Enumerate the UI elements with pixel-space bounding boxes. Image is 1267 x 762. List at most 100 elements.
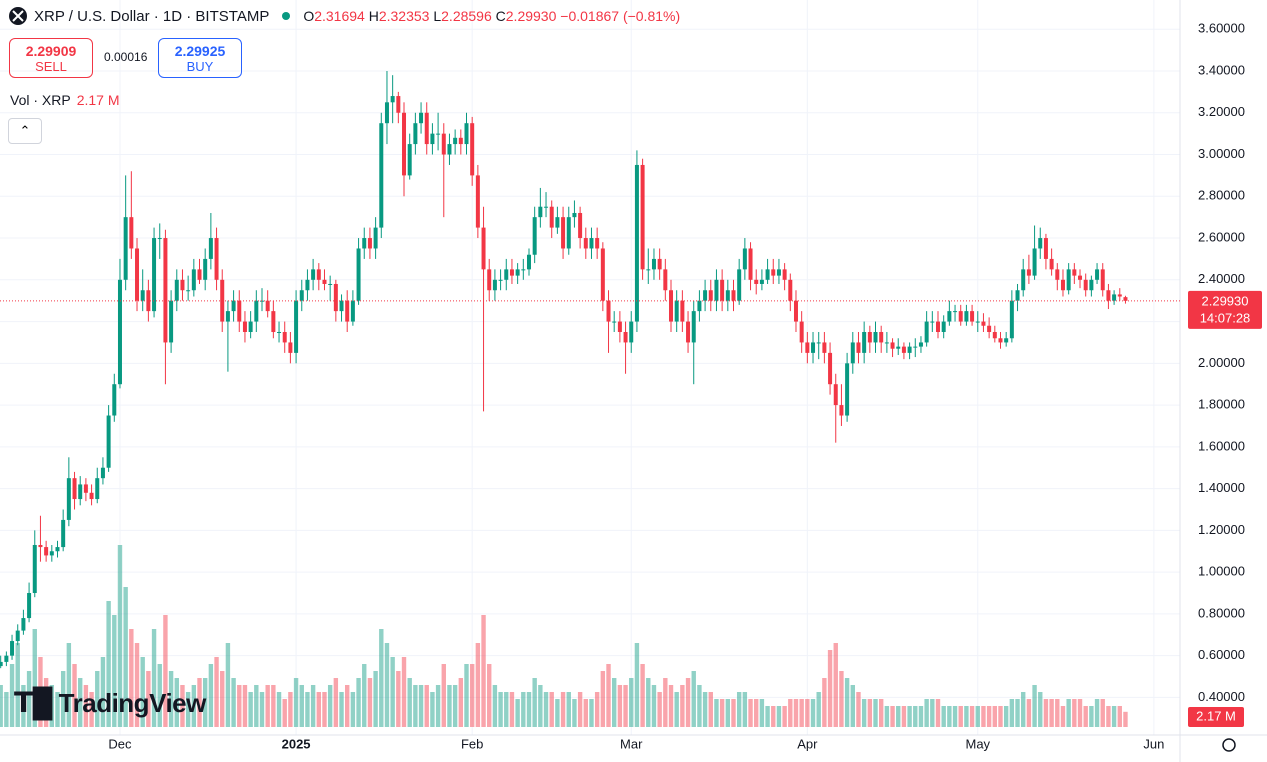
- buy-button[interactable]: 2.29925 BUY: [158, 38, 242, 78]
- volume-bar: [1038, 692, 1043, 727]
- volume-bar: [856, 692, 861, 727]
- volume-bar: [112, 615, 117, 727]
- volume-bar: [424, 685, 429, 727]
- volume-bar: [1111, 706, 1117, 727]
- candle-body: [549, 206, 554, 228]
- volume-bar: [310, 685, 316, 727]
- x-tick-label: Apr: [797, 736, 818, 751]
- volume-bar: [992, 706, 998, 727]
- ohlc-value: 2.32353: [378, 8, 430, 24]
- candle-body: [589, 238, 594, 249]
- candle-body: [839, 405, 844, 416]
- candle-body: [436, 133, 441, 135]
- candle-body: [95, 478, 100, 500]
- candle-body: [1089, 279, 1094, 291]
- x-tick-label: 2025: [282, 736, 311, 751]
- status-dot: [282, 12, 291, 20]
- candle-body: [890, 342, 895, 349]
- candle-body: [379, 123, 384, 228]
- volume-bar: [617, 685, 623, 727]
- volume-bar: [1055, 699, 1060, 727]
- y-tick-label: 3.60000: [1198, 21, 1245, 36]
- volume-bar: [1066, 699, 1071, 727]
- volume-bar: [390, 657, 395, 727]
- candle-body: [663, 269, 668, 291]
- volume-bar: [430, 692, 435, 727]
- candle-body: [1004, 338, 1009, 343]
- candle-body: [788, 279, 793, 301]
- volume-bar: [702, 692, 708, 727]
- volume-bar: [435, 685, 441, 727]
- candle-body: [328, 283, 333, 285]
- volume-bar: [657, 692, 662, 727]
- candle-body: [44, 547, 49, 556]
- volume-bar: [788, 699, 793, 727]
- volume-bar: [629, 678, 634, 727]
- volume-bar: [32, 629, 37, 727]
- candle-body: [305, 279, 310, 291]
- ohlc-value: 2.31694: [314, 8, 365, 24]
- collapse-button[interactable]: ⌃: [8, 118, 42, 144]
- volume-bar: [498, 692, 503, 727]
- candle-body: [754, 279, 759, 284]
- candle-body: [964, 311, 969, 322]
- candle-body: [117, 279, 122, 385]
- candle-body: [606, 300, 611, 322]
- candle-body: [634, 164, 639, 322]
- candle-body: [140, 290, 145, 301]
- candle-body: [311, 269, 316, 280]
- volume-bar: [487, 664, 492, 727]
- volume-bar: [850, 685, 855, 727]
- volume-bar: [1003, 706, 1009, 727]
- candle-body: [822, 342, 827, 353]
- volume-bar: [481, 615, 486, 727]
- volume-bar: [680, 685, 685, 727]
- spread: 0.00016: [104, 50, 148, 64]
- volume-bar: [350, 692, 356, 727]
- candle-body: [61, 519, 66, 548]
- candle-body: [123, 217, 128, 280]
- candle-body: [867, 332, 872, 343]
- candle-body: [38, 544, 43, 548]
- volume-bar: [822, 678, 827, 727]
- volume-bar: [242, 685, 248, 727]
- volume-bar: [38, 657, 43, 727]
- volume-legend-label: Vol · XRP: [10, 92, 71, 108]
- candle-body: [941, 321, 946, 333]
- volume-bar: [356, 678, 361, 727]
- candle-body: [913, 346, 918, 348]
- candle-body: [583, 238, 588, 249]
- candle-body: [191, 269, 196, 291]
- volume-bar: [327, 685, 333, 727]
- volume-bar: [623, 685, 628, 727]
- candle-body: [112, 384, 117, 416]
- candle-body: [521, 269, 526, 271]
- y-tick-label: 2.60000: [1198, 229, 1245, 244]
- candle-body: [901, 346, 906, 353]
- volume-bar: [947, 706, 952, 727]
- candle-body: [208, 238, 213, 259]
- candle-body: [629, 321, 634, 343]
- candle-body: [1100, 269, 1105, 291]
- sell-button[interactable]: 2.29909 SELL: [9, 38, 93, 78]
- volume-bar: [66, 643, 72, 727]
- settings-button[interactable]: [1222, 738, 1236, 752]
- candle-body: [737, 269, 742, 301]
- volume-bar: [935, 699, 941, 727]
- last-price-label: 2.29930: [1202, 293, 1249, 308]
- candle-body: [987, 325, 992, 333]
- volume-bar: [583, 699, 588, 727]
- volume-bar: [21, 685, 26, 727]
- volume-bar: [1083, 706, 1088, 727]
- volume-bar: [492, 685, 498, 727]
- candle-body: [225, 311, 230, 322]
- candle-body: [793, 300, 798, 322]
- volume-bar: [174, 678, 179, 727]
- volume-bar: [237, 685, 242, 727]
- candle-body: [1021, 269, 1026, 291]
- candle-body: [1112, 294, 1117, 301]
- volume-bar: [1094, 699, 1100, 727]
- volume-bar: [748, 699, 753, 727]
- candle-body: [242, 321, 247, 333]
- volume-bar: [146, 671, 151, 727]
